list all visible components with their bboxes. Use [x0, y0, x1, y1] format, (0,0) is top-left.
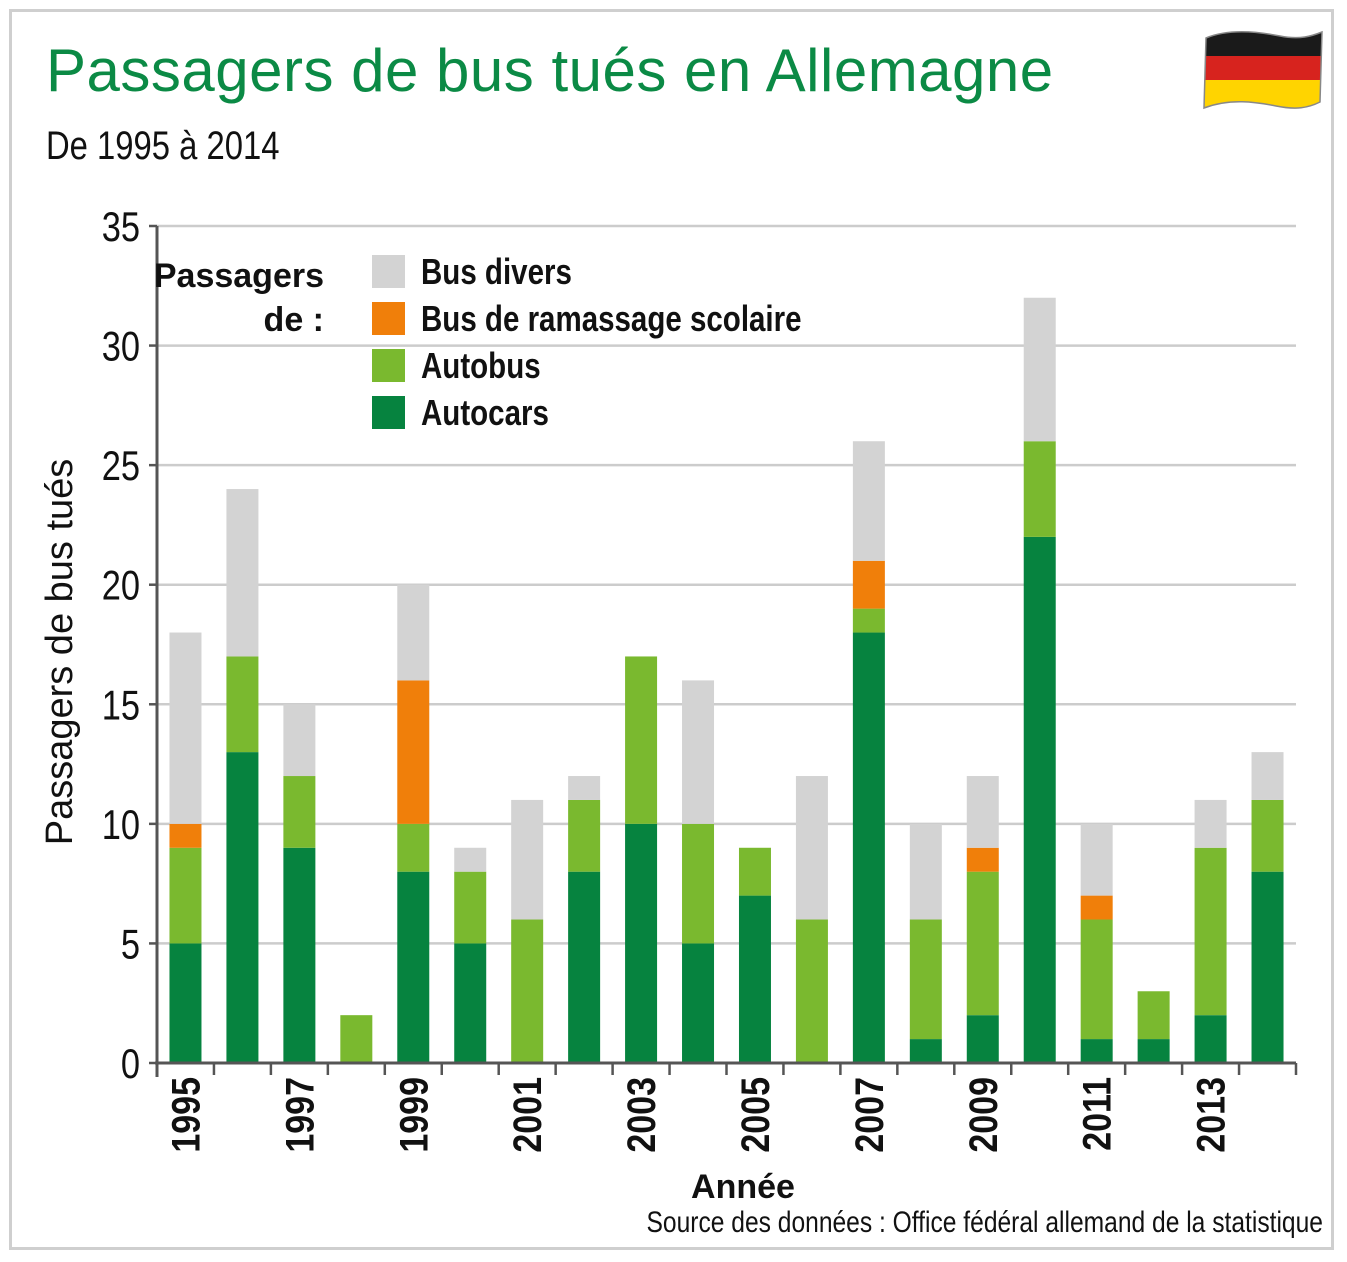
- y-tick-label: 0: [121, 1041, 140, 1088]
- bar-segment-bus-de-ramassage-scolaire-1995: [169, 823, 202, 848]
- bar-segment-autocars-2004: [682, 943, 715, 1063]
- y-tick-label: 5: [121, 921, 140, 968]
- bar-segment-autobus-2010: [1023, 441, 1056, 537]
- bar-segment-bus-divers-1995: [169, 632, 202, 824]
- bar-segment-autobus-2009: [966, 871, 999, 1016]
- bar-segment-autobus-2007: [852, 608, 885, 633]
- bar-segment-bus-divers-1996: [226, 489, 259, 657]
- legend: Passagers de : Bus divers Bus de ramassag…: [154, 251, 802, 432]
- bar-segment-autocars-2003: [625, 823, 658, 1063]
- x-axis-label: Année: [691, 1168, 795, 1206]
- bar-segment-autobus-2012: [1137, 991, 1170, 1040]
- chart-subtitle: De 1995 à 2014: [46, 124, 280, 168]
- x-tick-label: 2001: [505, 1077, 550, 1153]
- bar-segment-autocars-2000: [454, 943, 487, 1063]
- bar-segment-autocars-1997: [283, 847, 316, 1063]
- bar-segment-autobus-2001: [511, 919, 544, 1063]
- y-tick-label: 15: [102, 682, 140, 729]
- x-tick-label: 2009: [960, 1077, 1005, 1153]
- x-tick-label: 1997: [277, 1077, 322, 1153]
- legend-heading-line1: Passagers: [154, 257, 324, 295]
- bar-segment-autocars-2013: [1194, 1015, 1227, 1063]
- bar-segment-autocars-1995: [169, 943, 202, 1063]
- legend-label: Bus divers: [421, 251, 572, 291]
- bar-segment-bus-divers-2001: [511, 799, 544, 920]
- y-tick-label: 25: [102, 443, 140, 490]
- bar-segment-bus-divers-2006: [795, 776, 828, 920]
- bar-segment-autocars-1996: [226, 752, 259, 1063]
- legend-label: Autocars: [421, 392, 549, 432]
- bar-segment-bus-divers-2009: [966, 776, 999, 848]
- x-tick-labels: 1995 1997 1999 2001 2003 2005 2007 2009 2011 2013: [163, 1077, 1233, 1153]
- bar-segment-bus-divers-1997: [283, 704, 316, 777]
- bar-segment-autocars-2007: [852, 632, 885, 1063]
- bar-segment-autocars-2009: [966, 1015, 999, 1063]
- bar-segment-bus-divers-1999: [397, 584, 430, 681]
- bar-segment-bus-divers-2014: [1251, 752, 1284, 800]
- chart-frame: [9, 9, 1334, 1250]
- bar-segment-autobus-1995: [169, 847, 202, 944]
- bar-segment-autocars-2008: [909, 1039, 942, 1063]
- x-tick-label: 2003: [618, 1077, 663, 1153]
- bar-segment-autobus-2002: [568, 799, 601, 872]
- bar-segment-autocars-2012: [1137, 1039, 1170, 1063]
- germany-flag-icon: [1203, 30, 1323, 110]
- bar-segment-bus-divers-2000: [454, 847, 487, 872]
- bar-segment-autobus-2003: [625, 656, 658, 824]
- x-tick-label: 1999: [391, 1077, 436, 1153]
- bar-segment-autobus-1998: [340, 1015, 373, 1063]
- bar-segment-bus-divers-2004: [682, 680, 715, 824]
- bar-segment-bus-divers-2013: [1194, 799, 1227, 848]
- y-tick-labels: 0 5 10 15 20 25 30 35: [102, 204, 140, 1088]
- legend-label: Bus de ramassage scolaire: [421, 298, 802, 338]
- legend-swatch-autocars: [372, 396, 405, 429]
- bar-segment-autobus-2006: [795, 919, 828, 1063]
- bar-segment-bus-divers-2007: [852, 441, 885, 561]
- bar-segment-autobus-2000: [454, 871, 487, 944]
- bar-segment-autobus-1999: [397, 823, 430, 872]
- bar-segment-autobus-2011: [1080, 919, 1113, 1040]
- y-tick-label: 10: [102, 802, 140, 849]
- legend-swatch-bus-de-ramassage-scolaire: [372, 302, 405, 335]
- bars-group: [169, 297, 1284, 1063]
- bar-segment-autobus-1996: [226, 656, 259, 753]
- chart-title: Passagers de bus tués en Allemagne: [46, 37, 1054, 104]
- bar-segment-bus-de-ramassage-scolaire-2011: [1080, 895, 1113, 920]
- bar-segment-autocars-2002: [568, 871, 601, 1063]
- bar-segment-autobus-2014: [1251, 799, 1284, 872]
- data-source-note: Source des données : Office fédéral alle…: [646, 1206, 1323, 1239]
- bar-segment-bus-divers-2002: [568, 776, 601, 800]
- legend-heading-line2: de :: [264, 301, 324, 339]
- legend-swatch-autobus: [372, 349, 405, 382]
- bar-segment-autobus-2004: [682, 823, 715, 944]
- x-tick-label: 2005: [732, 1077, 777, 1153]
- x-tick-label: 1995: [163, 1077, 208, 1153]
- bar-segment-bus-divers-2011: [1080, 823, 1113, 896]
- y-tick-label: 30: [102, 323, 140, 370]
- bar-segment-autobus-1997: [283, 776, 316, 848]
- bar-segment-autocars-2014: [1251, 871, 1284, 1063]
- bar-segment-bus-divers-2008: [909, 823, 942, 920]
- legend-swatch-bus-divers: [372, 255, 405, 288]
- bar-segment-bus-de-ramassage-scolaire-1999: [397, 680, 430, 824]
- bar-segment-autocars-2005: [738, 895, 771, 1063]
- x-tick-label: 2013: [1188, 1077, 1233, 1153]
- y-tick-label: 35: [102, 204, 140, 251]
- bar-segment-bus-divers-2010: [1023, 297, 1056, 442]
- bar-segment-autocars-2010: [1023, 536, 1056, 1063]
- bar-segment-bus-de-ramassage-scolaire-2009: [966, 847, 999, 872]
- bar-segment-bus-de-ramassage-scolaire-2007: [852, 560, 885, 609]
- axes: [149, 224, 1298, 1077]
- y-axis-label: Passagers de bus tués: [39, 459, 81, 846]
- legend-label: Autobus: [421, 345, 541, 385]
- x-tick-label: 2007: [846, 1077, 891, 1153]
- x-tick-label: 2011: [1074, 1077, 1119, 1151]
- bar-segment-autobus-2008: [909, 919, 942, 1040]
- bar-segment-autocars-1999: [397, 871, 430, 1063]
- bar-segment-autobus-2013: [1194, 847, 1227, 1016]
- bar-segment-autocars-2011: [1080, 1039, 1113, 1063]
- bar-segment-autobus-2005: [738, 847, 771, 896]
- y-tick-label: 20: [102, 563, 140, 610]
